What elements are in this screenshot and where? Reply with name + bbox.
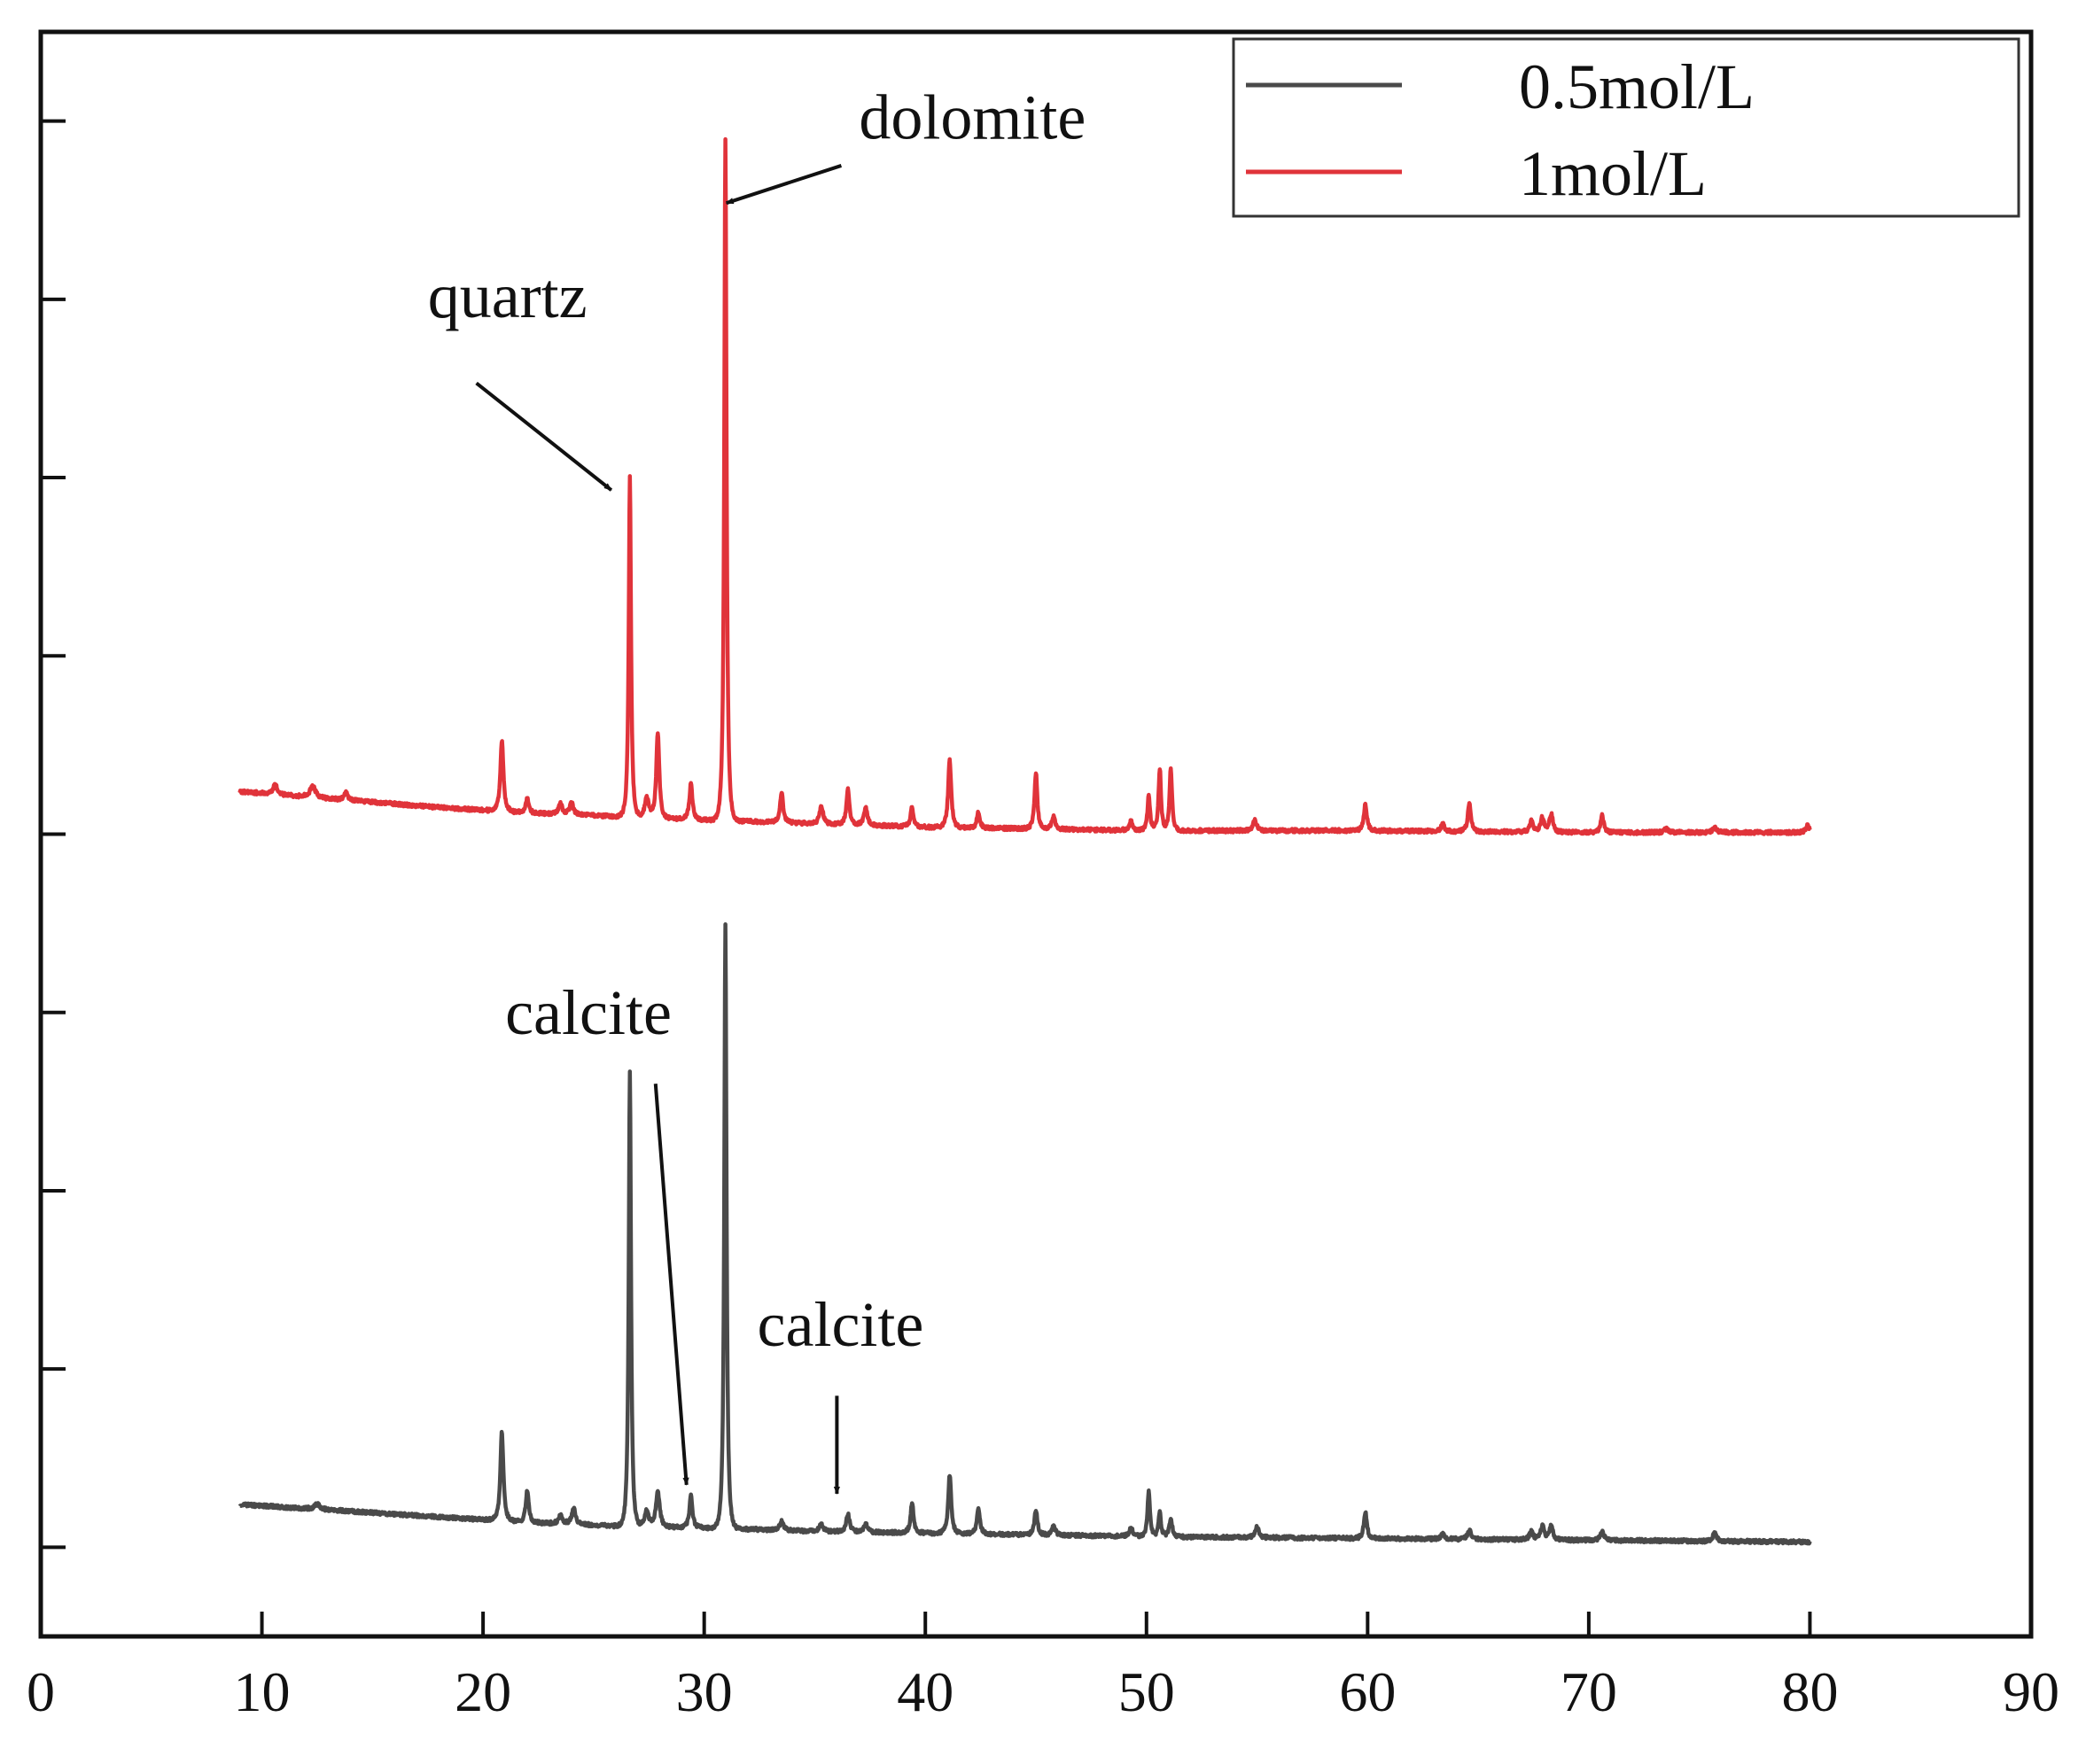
series-line-one-molar [237,136,1812,836]
x-tick-label: 30 [676,1660,733,1723]
series-line-half-molar [237,921,1812,1546]
x-tick-label: 80 [1781,1660,1838,1723]
series-group [237,136,1812,1546]
x-tick-label: 90 [2003,1660,2059,1723]
axes: 0 10 20 30 40 50 60 70 80 90 [27,29,2059,1723]
annotation-label-dolomite: dolomite [859,82,1086,153]
annotation-arrow-calcite [653,1084,689,1486]
x-tick-label: 10 [234,1660,291,1723]
annotation-label-calcite: calcite [758,1289,924,1360]
annotation-arrow-quartz [475,381,613,492]
annotations: dolomite quartz calcite calcite [428,82,1086,1495]
annotation-arrow-dolomite [725,164,843,206]
x-tick-label: 50 [1118,1660,1175,1723]
annotation-label-quartz: quartz [428,260,588,331]
x-tick-label: 20 [455,1660,511,1723]
legend-box [1232,37,2020,218]
legend: 0.5mol/L 1mol/L [1232,37,2020,218]
legend-label: 1mol/L [1519,138,1707,209]
x-tick-label: 60 [1339,1660,1396,1723]
x-tick-label: 40 [897,1660,953,1723]
annotation-label-calcite: calcite [505,977,672,1048]
legend-label: 0.5mol/L [1519,51,1755,122]
x-tick-label: 70 [1561,1660,1617,1723]
x-tick-label: 0 [27,1660,55,1723]
